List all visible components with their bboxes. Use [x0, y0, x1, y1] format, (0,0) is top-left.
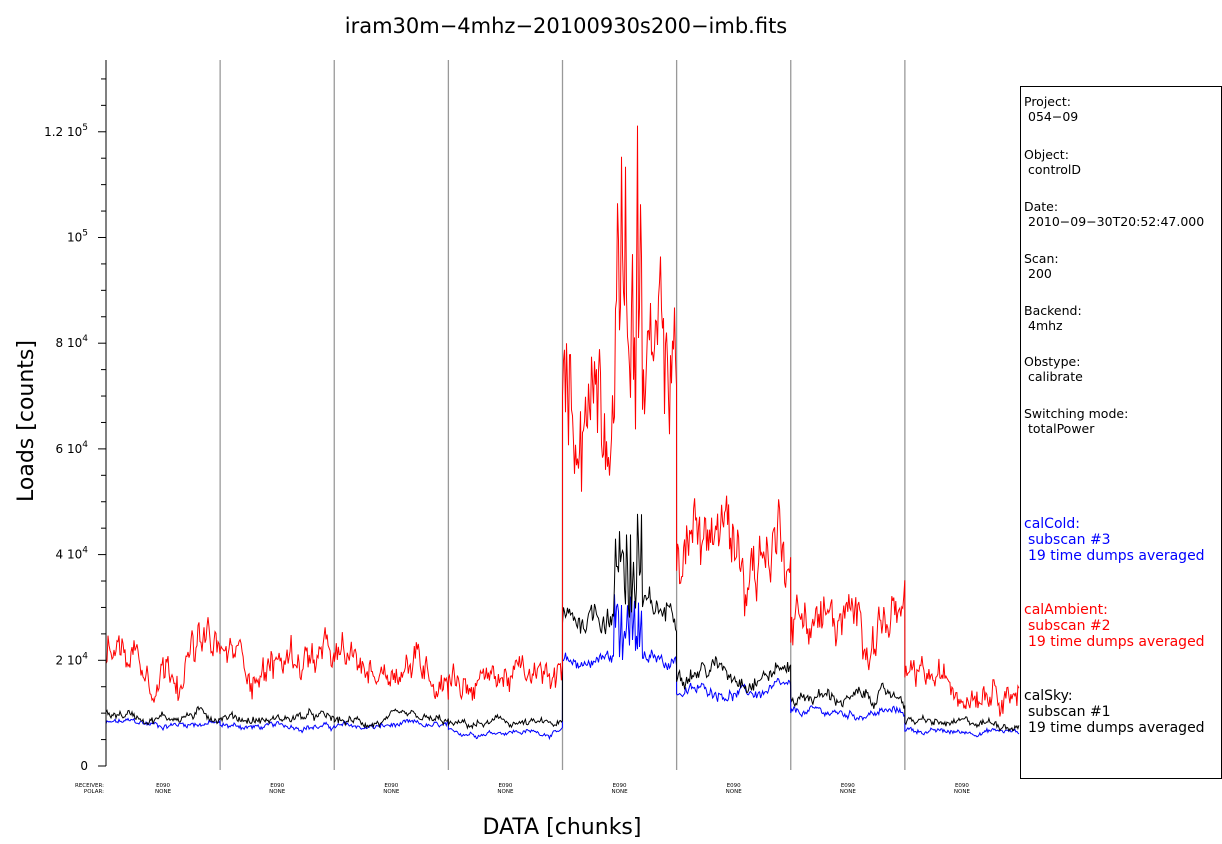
scan-info: Scan: 200	[1024, 251, 1059, 281]
legend-calsky-subscan: subscan #1	[1028, 704, 1111, 720]
legend-calcold-subscan: subscan #3	[1028, 532, 1111, 548]
chunk-labels: RECEIVER:POLAR:E090NONEE090NONEE090NONEE…	[75, 783, 970, 795]
chart-title: iram30m−4mhz−20100930s200−imb.fits	[345, 14, 788, 38]
legend-calsky-dumps: 19 time dumps averaged	[1028, 720, 1205, 736]
obstype-value: calibrate	[1028, 368, 1083, 384]
series-line-calambient	[105, 125, 1020, 717]
chunk-polar-label: NONE	[383, 789, 400, 795]
chunk-receiver-label: E090	[613, 783, 627, 789]
chunk-receiver-label: E090	[841, 783, 855, 789]
chunk-receiver-label: E090	[270, 783, 284, 789]
chunk-receiver-label: E090	[384, 783, 398, 789]
series-layer	[105, 125, 1020, 741]
scan-value: 200	[1028, 265, 1052, 281]
chunk-polar-label: NONE	[954, 789, 971, 795]
legend-calambient: calAmbient: subscan #2 19 time dumps ave…	[1024, 602, 1205, 650]
info-panel: Project: 054−09 Object: controlD Date: 2…	[1020, 86, 1222, 779]
switching-value: totalPower	[1028, 420, 1095, 436]
chunk-receiver-label: E090	[156, 783, 170, 789]
backend-info: Backend: 4mhz	[1024, 303, 1082, 333]
x-axis-title: DATA [chunks]	[483, 815, 642, 840]
chunk-polar-label: NONE	[612, 789, 629, 795]
legend-calambient-dumps: 19 time dumps averaged	[1028, 634, 1205, 650]
project-label: Project:	[1024, 94, 1071, 109]
y-tick-label: 8 104	[56, 334, 89, 350]
y-tick-label: 1.2 105	[44, 123, 88, 139]
chunk-polar-label: NONE	[726, 789, 743, 795]
legend-calambient-name: calAmbient:	[1024, 602, 1108, 618]
chunk-receiver-label: E090	[498, 783, 512, 789]
object-value: controlD	[1028, 161, 1081, 177]
y-tick-label: 4 104	[56, 546, 89, 562]
y-tick-label: 105	[67, 228, 88, 244]
date-label: Date:	[1024, 199, 1059, 214]
legend-calsky: calSky: subscan #1 19 time dumps average…	[1024, 688, 1205, 736]
x-row-label: POLAR:	[84, 789, 104, 795]
y-tick-label: 2 104	[56, 651, 89, 667]
chunk-polar-label: NONE	[269, 789, 286, 795]
legend-calsky-name: calSky:	[1024, 688, 1073, 704]
chunk-polar-label: NONE	[155, 789, 172, 795]
scan-label: Scan:	[1024, 251, 1059, 266]
chunk-receiver-label: E090	[727, 783, 741, 789]
backend-label: Backend:	[1024, 303, 1082, 318]
date-value: 2010−09−30T20:52:47.000	[1028, 213, 1205, 229]
backend-value: 4mhz	[1028, 317, 1063, 333]
project-info: Project: 054−09	[1024, 94, 1079, 124]
chunk-polar-label: NONE	[840, 789, 857, 795]
y-axis-title: Loads [counts]	[14, 340, 39, 502]
legend-calambient-subscan: subscan #2	[1028, 618, 1111, 634]
chunk-polar-label: NONE	[497, 789, 514, 795]
date-info: Date: 2010−09−30T20:52:47.000	[1024, 199, 1205, 229]
y-axis: 0 2 104 4 104 6 104 8 104 105 1.2 105	[44, 60, 107, 773]
switching-label: Switching mode:	[1024, 406, 1129, 421]
legend-calcold-name: calCold:	[1024, 516, 1080, 532]
x-row-label: RECEIVER:	[75, 783, 104, 789]
y-tick-label: 6 104	[56, 440, 89, 456]
switching-info: Switching mode: totalPower	[1024, 406, 1129, 436]
obstype-info: Obstype: calibrate	[1024, 354, 1083, 384]
object-info: Object: controlD	[1024, 147, 1081, 177]
legend-calcold: calCold: subscan #3 19 time dumps averag…	[1024, 516, 1205, 564]
object-label: Object:	[1024, 147, 1069, 162]
chunk-receiver-label: E090	[955, 783, 969, 789]
obstype-label: Obstype:	[1024, 354, 1081, 369]
y-tick-label: 0	[80, 759, 88, 773]
project-value: 054−09	[1028, 108, 1079, 124]
legend-calcold-dumps: 19 time dumps averaged	[1028, 548, 1205, 564]
